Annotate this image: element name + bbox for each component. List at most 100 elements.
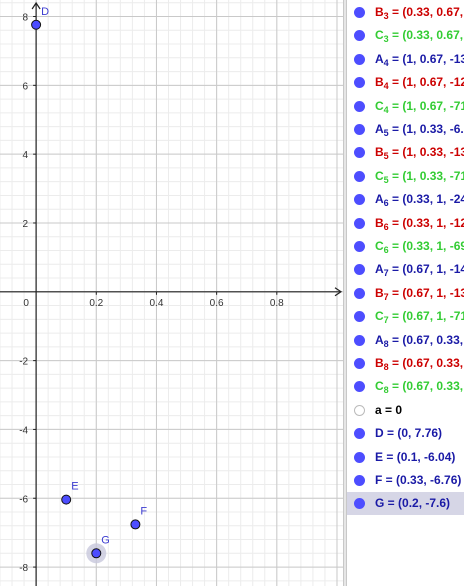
object-subscript: 5 xyxy=(383,174,389,185)
visibility-toggle-icon[interactable] xyxy=(354,217,365,229)
algebra-item[interactable]: A5 = (1, 0.33, -6. xyxy=(347,118,464,141)
visibility-toggle-icon[interactable] xyxy=(354,498,365,510)
algebra-item[interactable]: G = (0.2, -7.6) xyxy=(347,492,464,516)
graphics-view[interactable]: 0.2 0.4 0.6 0.8 0 -8 -6 -4 -2 2 4 6 8 D E F G xyxy=(0,0,343,586)
visibility-toggle-icon[interactable] xyxy=(354,170,365,182)
grid xyxy=(0,0,343,586)
algebra-item[interactable]: E = (0.1, -6.04) xyxy=(347,446,464,469)
visibility-toggle-icon[interactable] xyxy=(354,30,365,42)
visibility-toggle-icon[interactable] xyxy=(354,264,365,276)
point-e[interactable]: E xyxy=(61,481,79,505)
algebra-item[interactable]: C3 = (0.33, 0.67, xyxy=(347,24,464,47)
x-tick-label: 0.6 xyxy=(210,298,224,309)
y-tick-label: -8 xyxy=(19,563,28,574)
algebra-item[interactable]: C4 = (1, 0.67, -71 xyxy=(347,95,464,118)
point-marker[interactable] xyxy=(61,494,72,505)
y-tick-label: -2 xyxy=(19,357,28,368)
algebra-item-text: B4 = (1, 0.67, -12 xyxy=(375,75,464,91)
visibility-toggle-icon[interactable] xyxy=(354,404,365,416)
object-value: = (0.67, 1, -14 xyxy=(388,262,464,277)
point-label: D xyxy=(41,6,49,18)
visibility-toggle-icon[interactable] xyxy=(354,381,365,393)
algebra-item[interactable]: A8 = (0.67, 0.33, xyxy=(347,329,464,352)
object-value: = (0.67, 1, -13 xyxy=(388,285,464,300)
object-name: A xyxy=(375,332,384,347)
object-value: = (0.67, 0.33, xyxy=(388,379,464,394)
visibility-toggle-icon[interactable] xyxy=(354,334,365,346)
algebra-item[interactable]: C8 = (0.67, 0.33, xyxy=(347,375,464,398)
algebra-item[interactable]: A4 = (1, 0.67, -13 xyxy=(347,48,464,71)
object-subscript: 4 xyxy=(383,104,389,115)
visibility-toggle-icon[interactable] xyxy=(354,475,365,486)
panel-divider[interactable] xyxy=(343,0,347,586)
visibility-toggle-icon[interactable] xyxy=(354,124,365,135)
object-value: = (0.67, 0.33, xyxy=(388,332,464,347)
point-marker[interactable] xyxy=(130,519,141,530)
object-value: = (0.33, 1, -12 xyxy=(388,215,464,230)
object-subscript: 8 xyxy=(383,362,389,372)
object-name: E xyxy=(375,449,384,464)
algebra-item[interactable]: C5 = (1, 0.33, -71 xyxy=(347,165,464,188)
axis-tick-labels: 0.2 0.4 0.6 0.8 0 -8 -6 -4 -2 2 4 6 8 xyxy=(19,13,284,575)
algebra-item-text: C6 = (0.33, 1, -69 xyxy=(375,239,464,255)
y-tick-label: 2 xyxy=(23,219,29,230)
algebra-item[interactable]: B3 = (0.33, 0.67, xyxy=(347,1,464,24)
algebra-item[interactable]: B4 = (1, 0.67, -12 xyxy=(347,71,464,94)
object-value: = (0.33, 0.67, xyxy=(388,28,464,43)
algebra-item-text: A8 = (0.67, 0.33, xyxy=(375,332,464,349)
visibility-toggle-icon[interactable] xyxy=(354,53,365,65)
object-value: = (1, 0.33, -13 xyxy=(388,145,464,160)
visibility-toggle-icon[interactable] xyxy=(354,7,365,18)
algebra-view[interactable]: B3 = (0.33, 0.67, C3 = (0.33, 0.67, A4 = (… xyxy=(347,0,464,586)
algebra-item[interactable]: A6 = (0.33, 1, -24 xyxy=(347,188,464,211)
y-tick-label: -6 xyxy=(19,494,28,505)
algebra-item[interactable]: A7 = (0.67, 1, -14 xyxy=(347,258,464,281)
algebra-item[interactable]: C6 = (0.33, 1, -69 xyxy=(347,235,464,258)
visibility-toggle-icon[interactable] xyxy=(354,358,365,369)
visibility-toggle-icon[interactable] xyxy=(354,287,365,299)
point-marker[interactable] xyxy=(91,548,102,559)
algebra-item-text: B7 = (0.67, 1, -13 xyxy=(375,285,464,302)
visibility-toggle-icon[interactable] xyxy=(354,194,365,206)
x-tick-label: 0.2 xyxy=(89,298,103,309)
algebra-item[interactable]: B5 = (1, 0.33, -13 xyxy=(347,141,464,164)
object-subscript: 5 xyxy=(383,128,389,138)
algebra-item[interactable]: B8 = (0.67, 0.33, xyxy=(347,352,464,375)
object-name: a xyxy=(375,402,382,417)
object-name: A xyxy=(375,122,384,136)
visibility-toggle-icon[interactable] xyxy=(354,147,365,159)
visibility-toggle-icon[interactable] xyxy=(354,100,365,112)
visibility-toggle-icon[interactable] xyxy=(354,451,365,463)
y-axis-arrow xyxy=(31,1,41,10)
object-value: = (0.67, 0.33, xyxy=(388,356,464,370)
algebra-item-text: B8 = (0.67, 0.33, xyxy=(375,356,464,372)
algebra-item[interactable]: C7 = (0.67, 1, -71 xyxy=(347,305,464,328)
point-label: E xyxy=(71,481,78,493)
points-layer[interactable]: D E F G xyxy=(31,6,148,564)
object-value: = 0 xyxy=(381,402,403,417)
algebra-item[interactable]: B6 = (0.33, 1, -12 xyxy=(347,212,464,235)
point-f[interactable]: F xyxy=(130,505,148,530)
point-g[interactable]: G xyxy=(86,534,110,564)
algebra-item-text: C3 = (0.33, 0.67, xyxy=(375,28,464,44)
visibility-toggle-icon[interactable] xyxy=(354,241,365,252)
algebra-item[interactable]: a = 0 xyxy=(347,399,464,422)
algebra-item[interactable]: B7 = (0.67, 1, -13 xyxy=(347,282,464,305)
object-name: F xyxy=(375,473,383,487)
point-d[interactable]: D xyxy=(31,6,50,30)
object-subscript: 6 xyxy=(383,198,389,209)
origin-label: 0 xyxy=(23,298,29,309)
object-name: A xyxy=(375,262,384,277)
object-name: B xyxy=(375,5,384,19)
visibility-toggle-icon[interactable] xyxy=(354,311,365,323)
algebra-item-text: F = (0.33, -6.76) xyxy=(375,473,461,487)
x-axis-arrow xyxy=(334,287,343,297)
x-tick-label: 0.4 xyxy=(150,298,164,309)
algebra-item[interactable]: F = (0.33, -6.76) xyxy=(347,469,464,492)
visibility-toggle-icon[interactable] xyxy=(354,77,365,89)
visibility-toggle-icon[interactable] xyxy=(354,428,365,440)
point-marker[interactable] xyxy=(31,19,42,30)
algebra-item-text: a = 0 xyxy=(375,403,402,417)
algebra-item-text: A6 = (0.33, 1, -24 xyxy=(375,192,464,209)
algebra-item[interactable]: D = (0, 7.76) xyxy=(347,422,464,445)
